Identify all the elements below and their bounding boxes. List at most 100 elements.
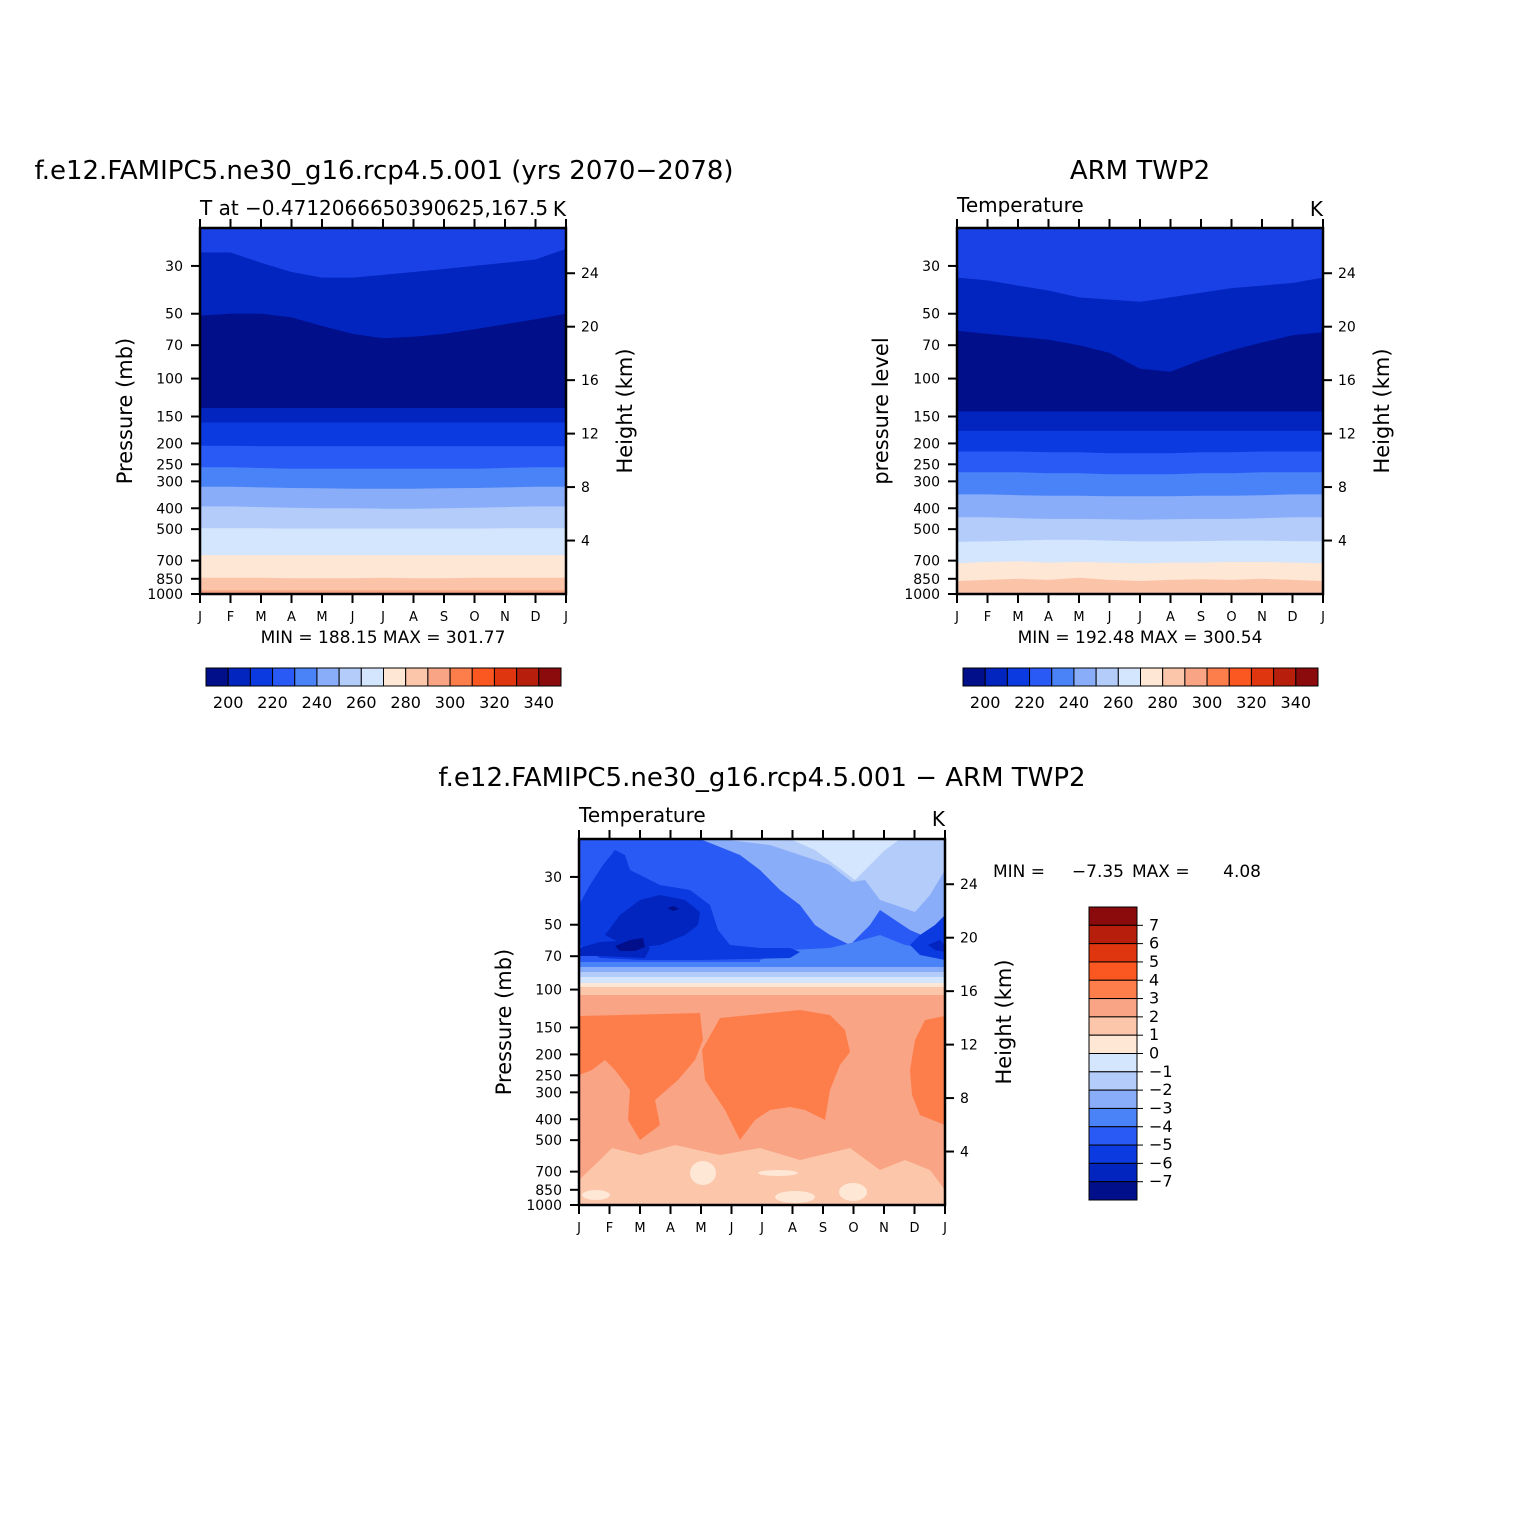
x-tick-label: J <box>576 1221 581 1236</box>
colorbar-label: −5 <box>1149 1135 1173 1154</box>
y-tick-label: 50 <box>544 918 562 934</box>
colorbar-box <box>1088 961 1138 981</box>
panel-model-left-string: T at −0.4712066650390625,167.5 <box>199 196 548 220</box>
x-tick-label: A <box>287 610 296 625</box>
diff-region-3-mid <box>702 1010 850 1140</box>
colorbar-box <box>538 667 562 687</box>
colorbar-label: −3 <box>1149 1098 1173 1117</box>
height-tick-label: 24 <box>960 877 978 893</box>
diff-region-0-b <box>758 1170 798 1176</box>
colorbar-label: −1 <box>1149 1062 1173 1081</box>
x-tick-label: J <box>380 610 385 625</box>
diff-region-m2 <box>579 971 945 977</box>
colorbar-box <box>227 667 251 687</box>
x-tick-label: M <box>1012 610 1023 625</box>
panel-obs: ARM TWP2 Temperature K J F M A M J J A S O N D J 30 50… <box>869 156 1394 712</box>
diff-region-1-upper <box>579 986 945 995</box>
colorbar-box <box>984 667 1008 687</box>
y-tick-label: 500 <box>913 522 940 538</box>
y-tick-label: 850 <box>156 572 183 588</box>
x-tick-label: A <box>666 1221 675 1236</box>
y-tick-label: 150 <box>156 410 183 426</box>
panel-diff-ylabel-right: Height (km) <box>992 959 1016 1084</box>
colorbar-box <box>1162 667 1186 687</box>
y-tick-label: 400 <box>913 501 940 517</box>
y-tick-label: 200 <box>913 436 940 452</box>
x-tick-label: J <box>1320 610 1325 625</box>
panel-diff-stats-min-label: MIN = <box>993 862 1045 882</box>
colorbar-box <box>205 667 229 687</box>
panel-model-title: f.e12.FAMIPC5.ne30_g16.rcp4.5.001 (yrs 2… <box>34 156 733 186</box>
y-tick-label: 850 <box>535 1183 562 1199</box>
y-tick-label: 200 <box>156 436 183 452</box>
colorbar-label: 340 <box>1281 693 1312 712</box>
y-tick-label: 50 <box>922 307 940 323</box>
colorbar-box <box>427 667 451 687</box>
x-tick-label: J <box>729 1221 734 1236</box>
colorbar-box <box>1206 667 1230 687</box>
y-tick-label: 300 <box>913 474 940 490</box>
y-tick-label: 30 <box>922 259 940 275</box>
colorbar-label: 4 <box>1149 970 1159 989</box>
diff-region-min-c <box>928 940 945 952</box>
height-tick-label: 16 <box>1338 373 1356 389</box>
panel-diff: f.e12.FAMIPC5.ne30_g16.rcp4.5.001 − ARM … <box>438 763 1261 1236</box>
diff-region-0-e <box>582 1190 610 1200</box>
colorbar-box <box>962 667 986 687</box>
height-tick-label: 20 <box>1338 320 1356 336</box>
diff-region-m4 <box>579 961 945 967</box>
x-tick-label: J <box>1107 610 1112 625</box>
x-tick-label: J <box>197 610 202 625</box>
x-tick-label: M <box>1073 610 1084 625</box>
colorbar-box <box>360 667 384 687</box>
diff-region-m2-upper <box>720 839 945 912</box>
y-tick-label: 100 <box>535 983 562 999</box>
colorbar-label: 320 <box>1236 693 1267 712</box>
panel-obs-stats: MIN = 192.48 MAX = 300.54 <box>1018 628 1263 648</box>
height-tick-label: 24 <box>581 266 599 282</box>
x-tick-label: F <box>227 610 234 625</box>
colorbar-label: 220 <box>1014 693 1045 712</box>
x-tick-label: M <box>316 610 327 625</box>
panel-diff-stats-max-label: MAX = <box>1132 862 1190 882</box>
x-tick-label: A <box>1044 610 1053 625</box>
y-tick-label: 400 <box>535 1112 562 1128</box>
diff-region-3-right <box>910 1016 945 1125</box>
colorbar-box <box>1250 667 1275 687</box>
colorbar-box <box>1088 1071 1138 1091</box>
contour-band-11 <box>957 577 1323 594</box>
x-tick-label: O <box>469 610 479 625</box>
colorbar-label: −4 <box>1149 1117 1173 1136</box>
x-tick-label: J <box>942 1221 947 1236</box>
panel-diff-stats-max: 4.08 <box>1223 862 1261 882</box>
x-tick-label: J <box>563 610 568 625</box>
colorbar-label: 240 <box>302 693 333 712</box>
colorbar-box <box>249 667 274 687</box>
x-tick-label: S <box>1197 610 1205 625</box>
panel-obs-plot-area <box>957 228 1323 594</box>
colorbar-box <box>516 667 540 687</box>
colorbar-box <box>1088 1162 1138 1183</box>
colorbar-box <box>1088 1053 1138 1073</box>
colorbar-label: 1 <box>1149 1025 1159 1044</box>
panel-obs-ylabel: pressure level <box>869 337 893 484</box>
y-tick-label: 250 <box>913 457 940 473</box>
colorbar-label: 200 <box>213 693 244 712</box>
x-tick-label: N <box>879 1221 889 1236</box>
colorbar-box <box>1088 1144 1138 1164</box>
colorbar-label: −6 <box>1149 1153 1173 1172</box>
y-tick-label: 700 <box>156 554 183 570</box>
colorbar-box <box>1088 1089 1138 1109</box>
y-tick-label: 400 <box>156 501 183 517</box>
colorbar-label: 2 <box>1149 1007 1159 1026</box>
colorbar-box <box>471 667 495 687</box>
panel-obs-left-string: Temperature <box>956 193 1084 217</box>
diff-region-0-upper <box>579 982 945 987</box>
x-tick-label: J <box>350 610 355 625</box>
x-tick-label: N <box>1257 610 1267 625</box>
x-tick-label: O <box>1226 610 1236 625</box>
y-tick-label: 500 <box>156 522 183 538</box>
y-tick-label: 1000 <box>526 1198 562 1214</box>
panel-model-ylabel: Pressure (mb) <box>113 338 137 485</box>
colorbar-label: 240 <box>1059 693 1090 712</box>
